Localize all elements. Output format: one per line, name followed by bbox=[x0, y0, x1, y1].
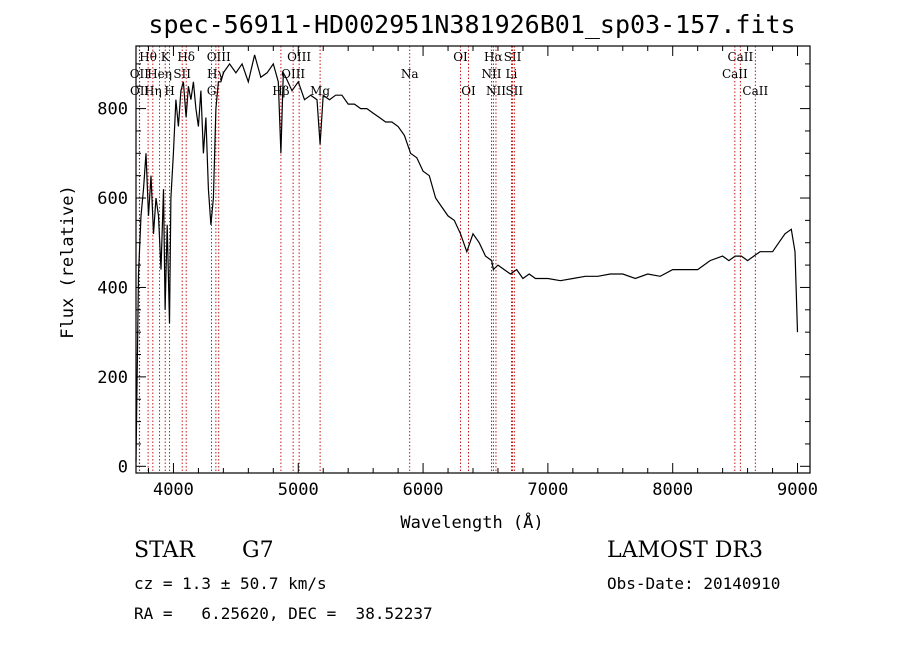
line-marker-label: Mg bbox=[310, 84, 330, 98]
y-tick-label: 0 bbox=[118, 457, 128, 477]
y-tick-label: 200 bbox=[97, 368, 128, 388]
x-tick-label: 7000 bbox=[527, 480, 568, 500]
coordinates: RA = 6.25620, DEC = 38.52237 bbox=[134, 604, 433, 623]
line-marker-label: OIII bbox=[207, 50, 231, 64]
spectral-subclass: G7 bbox=[242, 538, 274, 563]
x-tick-label: 9000 bbox=[777, 480, 818, 500]
observation-date: Obs-Date: 20140910 bbox=[607, 574, 781, 593]
line-marker-label: Li bbox=[506, 67, 518, 81]
line-marker-label: OIII bbox=[281, 67, 305, 81]
y-tick-label: 800 bbox=[97, 100, 128, 120]
line-marker-label: OIII bbox=[287, 50, 311, 64]
x-tick-label: 5000 bbox=[278, 480, 319, 500]
object-class: STAR bbox=[134, 538, 195, 563]
line-marker-label: OI bbox=[453, 50, 468, 64]
line-marker-label: CaII bbox=[742, 84, 768, 98]
y-tick-label: 600 bbox=[97, 189, 128, 209]
line-marker-label: Hα bbox=[484, 50, 503, 64]
plot-frame bbox=[135, 45, 811, 474]
line-marker-label: OI bbox=[461, 84, 476, 98]
line-marker-label: Hδ bbox=[177, 50, 195, 64]
survey-name: LAMOST DR3 bbox=[607, 538, 763, 563]
y-axis-label: Flux (relative) bbox=[58, 185, 78, 339]
line-marker-label: SII bbox=[504, 50, 522, 64]
line-marker-label: CaII bbox=[722, 67, 748, 81]
line-marker-label: Hθ bbox=[139, 50, 157, 64]
line-marker-label: H bbox=[164, 84, 174, 98]
line-marker-label: Na bbox=[401, 67, 419, 81]
chart-title: spec-56911-HD002951N381926B01_sp03-157.f… bbox=[148, 10, 795, 39]
x-tick-label: 6000 bbox=[403, 480, 444, 500]
line-marker-label: CaII bbox=[727, 50, 753, 64]
line-marker-label: G bbox=[207, 84, 217, 98]
axis-ticks: 4000 5000 6000 7000 8000 9000 0 200 400 600 800 bbox=[97, 46, 818, 500]
line-marker-label: OII bbox=[130, 84, 150, 98]
line-marker-label: SII bbox=[173, 67, 191, 81]
y-tick-label: 400 bbox=[97, 278, 128, 298]
x-tick-label: 4000 bbox=[153, 480, 194, 500]
line-marker-label: NII bbox=[481, 67, 501, 81]
x-axis-label: Wavelength (Å) bbox=[400, 511, 543, 533]
line-marker-label: NII bbox=[486, 84, 506, 98]
line-marker-label: Hη bbox=[144, 84, 162, 98]
line-marker-label: Hβ bbox=[272, 84, 289, 98]
line-marker-label: SII bbox=[505, 84, 523, 98]
line-marker-label: Heη bbox=[147, 67, 172, 81]
spectrum-series-line bbox=[135, 54, 799, 462]
x-tick-label: 8000 bbox=[652, 480, 693, 500]
redshift-cz: cz = 1.3 ± 50.7 km/s bbox=[134, 574, 327, 593]
line-marker-label: K bbox=[161, 50, 171, 64]
